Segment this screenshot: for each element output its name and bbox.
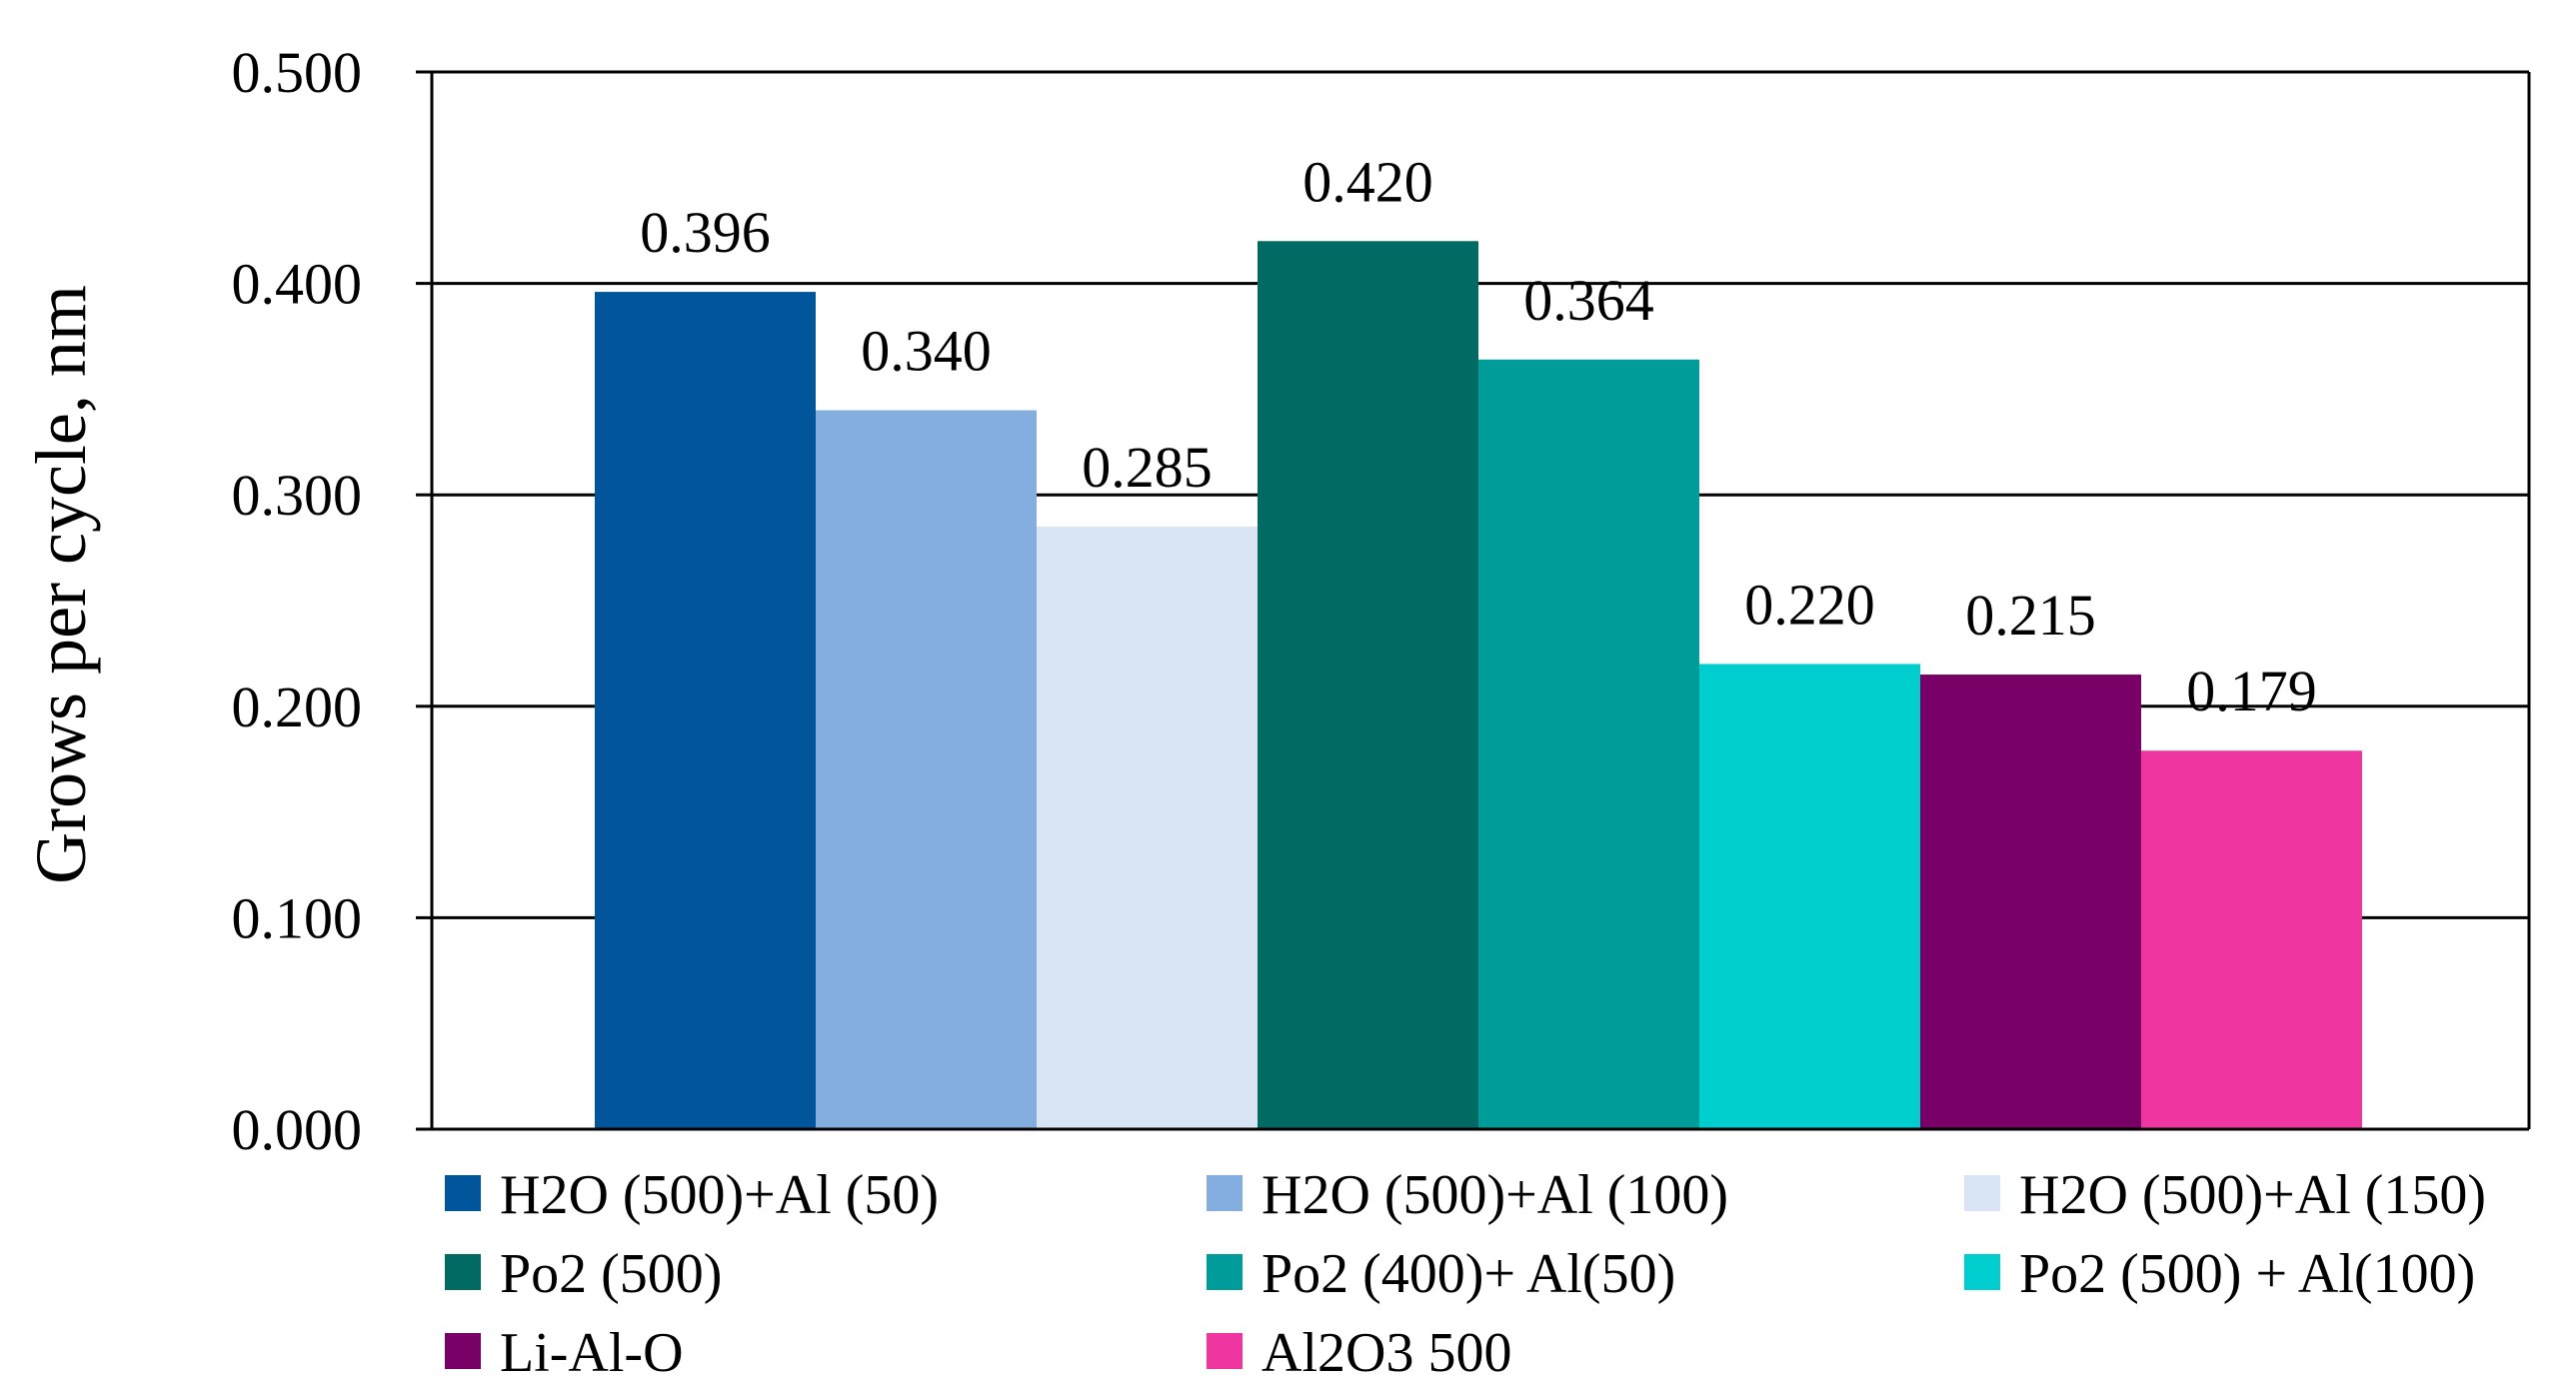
data-labels: 0.396 0.340 0.285 0.420 0.364 0.220 0.215 0.179 bbox=[640, 149, 2317, 723]
legend-swatch-8 bbox=[1207, 1333, 1243, 1369]
data-label-2: 0.340 bbox=[861, 319, 992, 384]
bar-3 bbox=[1037, 526, 1258, 1129]
data-label-5: 0.364 bbox=[1523, 268, 1654, 333]
axes bbox=[430, 72, 2531, 1131]
bar-1 bbox=[595, 292, 816, 1130]
data-label-8: 0.179 bbox=[2186, 659, 2317, 723]
y-tick-label-1: 0.100 bbox=[232, 885, 363, 950]
legend-label-4: Po2 (500) bbox=[500, 1243, 722, 1305]
y-tick-label-3: 0.300 bbox=[232, 463, 363, 528]
data-label-4: 0.420 bbox=[1302, 149, 1433, 214]
legend-swatch-2 bbox=[1207, 1175, 1243, 1211]
bar-7 bbox=[1920, 675, 2141, 1129]
legend-label-6: Po2 (500) + Al(100) bbox=[2019, 1243, 2475, 1305]
legend-label-3: H2O (500)+Al (150) bbox=[2019, 1164, 2486, 1226]
data-label-3: 0.285 bbox=[1082, 435, 1213, 500]
bar-4 bbox=[1258, 241, 1478, 1129]
legend-label-7: Li-Al-O bbox=[500, 1322, 684, 1384]
y-tick-label-5: 0.500 bbox=[232, 40, 363, 105]
y-tick-labels: 0.000 0.100 0.200 0.300 0.400 0.500 bbox=[232, 40, 432, 1162]
legend-swatch-4 bbox=[445, 1254, 481, 1290]
bar-8 bbox=[2141, 750, 2362, 1129]
y-axis-title: Grows per cycle, nm bbox=[21, 285, 101, 884]
legend-label-1: H2O (500)+Al (50) bbox=[500, 1164, 939, 1226]
data-label-1: 0.396 bbox=[640, 200, 771, 265]
legend-swatch-5 bbox=[1207, 1254, 1243, 1290]
data-label-6: 0.220 bbox=[1744, 572, 1875, 637]
bar-5 bbox=[1478, 359, 1699, 1129]
legend-label-2: H2O (500)+Al (100) bbox=[1262, 1164, 1728, 1226]
legend-swatch-3 bbox=[1964, 1175, 2000, 1211]
y-tick-label-2: 0.200 bbox=[232, 675, 363, 739]
legend-label-8: Al2O3 500 bbox=[1262, 1322, 1511, 1384]
legend-swatch-7 bbox=[445, 1333, 481, 1369]
bar-6 bbox=[1699, 664, 1920, 1129]
legend-swatch-6 bbox=[1964, 1254, 2000, 1290]
data-label-7: 0.215 bbox=[1965, 583, 2096, 648]
bar-2 bbox=[816, 410, 1037, 1129]
legend-label-5: Po2 (400)+ Al(50) bbox=[1262, 1243, 1675, 1305]
legend-swatch-1 bbox=[445, 1175, 481, 1211]
bars bbox=[595, 241, 2362, 1130]
y-tick-label-4: 0.400 bbox=[232, 252, 363, 317]
legend: H2O (500)+Al (50) H2O (500)+Al (100) H2O (… bbox=[445, 1164, 2486, 1384]
y-tick-label-0: 0.000 bbox=[232, 1097, 363, 1162]
